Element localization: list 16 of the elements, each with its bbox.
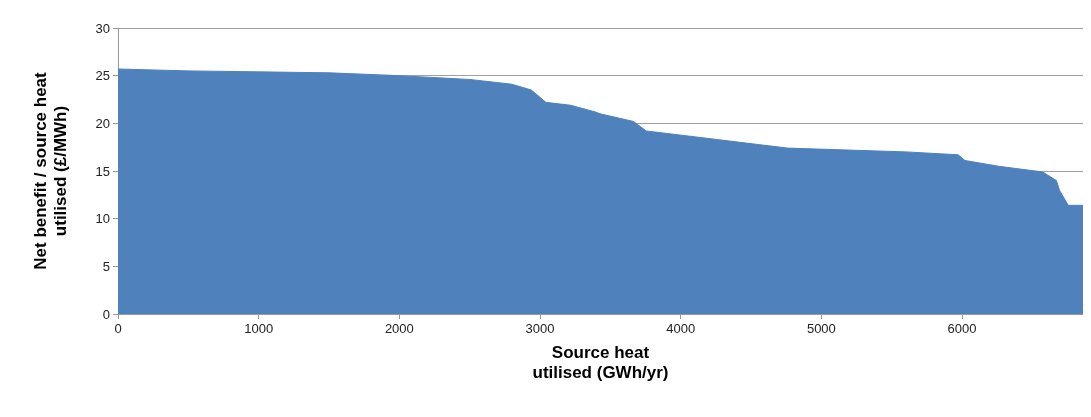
y-tick-label: 30	[95, 20, 110, 36]
y-tick-label: 10	[95, 211, 110, 227]
y-tick-label: 25	[95, 68, 110, 84]
y-tick-label: 15	[95, 163, 110, 179]
y-axis-title: Net benefit / source heat utilised (£/MWh)	[30, 71, 70, 270]
y-tick-label: 0	[102, 306, 110, 322]
y-tick-label: 5	[102, 258, 110, 274]
x-tick-label: 0	[114, 321, 122, 336]
x-tick-label: 5000	[806, 321, 836, 336]
y-tick-label: 20	[95, 115, 110, 131]
x-tick-label: 2000	[384, 321, 414, 336]
x-axis-title: Source heat utilised (GWh/yr)	[532, 342, 669, 382]
x-tick-label: 4000	[666, 321, 696, 336]
x-tick-label: 6000	[947, 321, 977, 336]
x-tick-label: 1000	[244, 321, 274, 336]
x-tick-label: 3000	[525, 321, 555, 336]
